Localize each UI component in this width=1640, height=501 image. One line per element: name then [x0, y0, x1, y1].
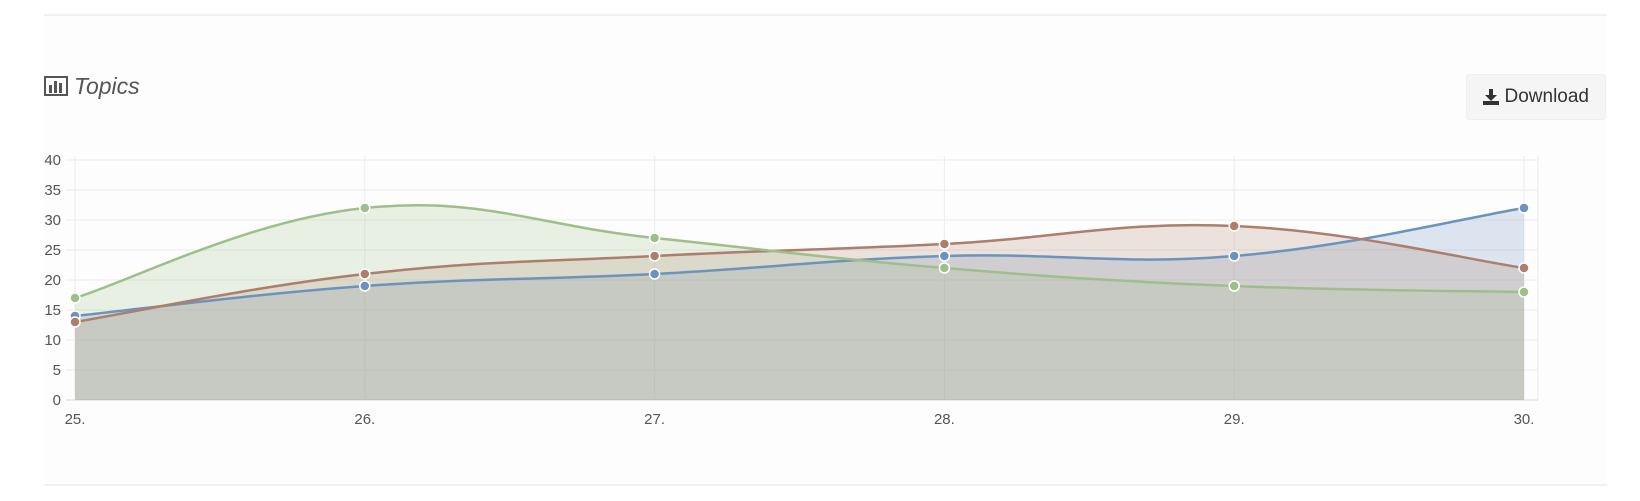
- series-3-point: [359, 202, 371, 214]
- series-3-point: [69, 292, 81, 304]
- y-tick-label: 15: [44, 302, 61, 319]
- series-3-line: [74, 203, 1525, 300]
- series-1-point: [648, 268, 661, 280]
- series-1-point: [1518, 202, 1530, 214]
- page-title: Topics: [74, 73, 140, 99]
- series-3-point: [648, 232, 661, 244]
- y-tick-label: 40: [44, 152, 61, 169]
- x-tick-label: 27.: [644, 411, 665, 428]
- y-tick-label: 0: [53, 392, 61, 409]
- series-2-area: [75, 225, 1524, 400]
- series-2-point: [938, 238, 951, 250]
- x-tick-label: 25.: [65, 411, 86, 428]
- series-1-line: [74, 206, 1525, 318]
- series-1-point: [359, 280, 371, 292]
- y-tick-label: 30: [44, 212, 61, 229]
- x-tick-label: 26.: [354, 411, 375, 428]
- series-2-point: [69, 316, 81, 328]
- y-tick-label: 5: [53, 362, 61, 379]
- x-tick-label: 28.: [934, 411, 955, 428]
- series-1-point: [1228, 250, 1240, 262]
- x-tick-label: 30.: [1514, 411, 1535, 428]
- series-3-area: [75, 205, 1524, 400]
- y-tick-label: 35: [44, 182, 61, 199]
- series-3-point: [1228, 280, 1240, 292]
- series-3-point: [938, 262, 951, 274]
- series-2-line: [74, 223, 1525, 324]
- series-2-point: [359, 268, 371, 280]
- y-tick-label: 25: [44, 242, 61, 259]
- series-1-point: [938, 250, 951, 262]
- x-tick-label: 29.: [1224, 411, 1245, 428]
- download-button[interactable]: Download: [1465, 74, 1606, 120]
- y-tick-label: 10: [44, 332, 61, 349]
- series-1-area: [75, 208, 1524, 400]
- download-icon: [1482, 89, 1499, 105]
- series-2-point: [1228, 220, 1240, 232]
- series-3-point: [1518, 286, 1530, 298]
- download-label: Download: [1504, 86, 1590, 107]
- series-2-point: [648, 250, 661, 262]
- series-2-point: [1518, 262, 1530, 274]
- bar-chart-icon: [44, 76, 68, 96]
- panel-header: Topics: [44, 74, 140, 98]
- y-tick-label: 20: [44, 272, 61, 289]
